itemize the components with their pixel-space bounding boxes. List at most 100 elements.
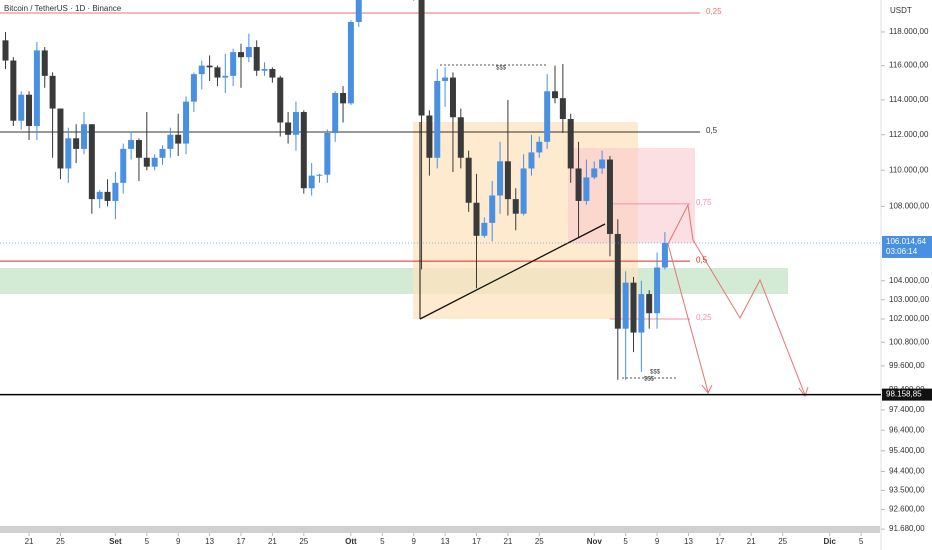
candle-body bbox=[661, 242, 668, 268]
candle-body bbox=[504, 161, 511, 200]
y-tick-label: 104.000,00 bbox=[889, 276, 930, 285]
candle-body bbox=[96, 191, 103, 200]
x-tick-label: 21 bbox=[268, 537, 277, 546]
candle-body bbox=[512, 199, 519, 214]
y-tick-label: 94.400,00 bbox=[889, 467, 925, 476]
candle-body bbox=[552, 91, 559, 99]
candle-body bbox=[159, 148, 166, 158]
x-tick-label: 25 bbox=[299, 537, 308, 546]
candle-body bbox=[245, 47, 252, 58]
candle-body bbox=[65, 138, 72, 169]
candle-body bbox=[324, 133, 331, 175]
candle-body bbox=[638, 294, 645, 333]
candle-body bbox=[481, 222, 488, 236]
candle-body bbox=[457, 117, 464, 158]
candle-body bbox=[285, 122, 292, 135]
candle-body bbox=[104, 191, 111, 201]
last-price-label: 106.014,64 bbox=[886, 237, 927, 246]
candle-body bbox=[112, 182, 119, 201]
arrow-head bbox=[798, 386, 809, 398]
annotation: $$$ bbox=[650, 370, 661, 376]
candle-body bbox=[135, 140, 142, 158]
y-tick-label: 114.000,00 bbox=[889, 95, 929, 104]
y-tick-label: 97.400,00 bbox=[889, 405, 925, 414]
y-tick-label: 95.400,00 bbox=[889, 446, 925, 455]
support-zone bbox=[0, 268, 788, 294]
candle-body bbox=[622, 282, 629, 329]
x-tick-label: 25 bbox=[778, 537, 787, 546]
candle-body bbox=[614, 233, 621, 329]
candle-body bbox=[497, 161, 504, 196]
y-tick-label: 93.500,00 bbox=[889, 486, 925, 495]
x-tick-label: Ott bbox=[345, 537, 357, 546]
y-tick-label: 118.000,00 bbox=[889, 27, 929, 36]
projection-arrow bbox=[667, 203, 806, 396]
y-tick-label: 92.600,00 bbox=[889, 505, 925, 514]
candle-body bbox=[599, 159, 606, 169]
candle-body bbox=[175, 134, 182, 144]
candle-body bbox=[434, 80, 441, 158]
y-tick-label: 91.680,00 bbox=[889, 524, 925, 533]
x-tick-label: 25 bbox=[56, 537, 65, 546]
x-tick-label: 9 bbox=[411, 537, 416, 546]
candle-body bbox=[528, 152, 535, 169]
x-tick-label: 17 bbox=[237, 537, 246, 546]
countdown: 03:06:14 bbox=[886, 247, 918, 256]
x-tick-label: Dic bbox=[824, 537, 837, 546]
candle-body bbox=[575, 168, 582, 201]
candle-body bbox=[222, 75, 229, 78]
x-tick-label: Set bbox=[109, 537, 122, 546]
candle-body bbox=[465, 157, 472, 203]
arrow-head bbox=[701, 384, 713, 394]
annotation: $$$ bbox=[644, 377, 655, 383]
x-tick-label: 9 bbox=[176, 537, 181, 546]
candle-body bbox=[536, 141, 543, 153]
candle-body bbox=[167, 134, 174, 149]
candle-body bbox=[198, 65, 205, 75]
x-tick-label: 25 bbox=[535, 537, 544, 546]
candle-body bbox=[10, 60, 17, 121]
candle-body bbox=[449, 77, 456, 118]
candle-body bbox=[442, 77, 449, 81]
x-tick-label: 5 bbox=[623, 537, 628, 546]
trend-line bbox=[419, 223, 606, 320]
candle-body bbox=[646, 294, 653, 314]
candle-body bbox=[151, 157, 158, 167]
y-tick-label: 108.000,00 bbox=[889, 202, 930, 211]
x-tick-label: 5 bbox=[859, 537, 864, 546]
candle-body bbox=[591, 168, 598, 178]
candle-body bbox=[418, 0, 425, 116]
y-tick-label: 110.000,00 bbox=[889, 165, 929, 174]
chart-title: Bitcoin / TetherUS · 1D · Binance bbox=[4, 4, 122, 13]
fib-label: 0,5 bbox=[706, 126, 718, 135]
candle-body bbox=[57, 108, 64, 169]
x-tick-label: 9 bbox=[655, 537, 660, 546]
fib-label: 0,75 bbox=[696, 198, 712, 207]
scrollbar[interactable] bbox=[0, 526, 880, 533]
candle-body bbox=[49, 75, 56, 109]
candle-body bbox=[559, 98, 566, 119]
candle-body bbox=[473, 202, 480, 236]
y-tick-label: 100.800,00 bbox=[889, 337, 930, 346]
x-tick-label: 13 bbox=[441, 537, 450, 546]
x-tick-label: 5 bbox=[380, 537, 385, 546]
candle-body bbox=[214, 67, 221, 78]
candle-body bbox=[18, 94, 25, 121]
x-tick-label: 5 bbox=[145, 537, 150, 546]
y-tick-label: 116.000,00 bbox=[889, 61, 929, 70]
candle-body bbox=[300, 112, 307, 189]
last-price-tag bbox=[882, 235, 932, 258]
x-tick-label: 17 bbox=[715, 537, 724, 546]
candle-body bbox=[120, 148, 127, 183]
y-tick-label: 102.000,00 bbox=[889, 314, 930, 323]
candle-body bbox=[80, 124, 87, 149]
y-tick-label: 103.000,00 bbox=[889, 295, 930, 304]
x-tick-label: Nov bbox=[587, 537, 603, 546]
candle-body bbox=[41, 50, 48, 76]
candle-body bbox=[143, 157, 150, 167]
fib-label: 0,25 bbox=[696, 313, 712, 322]
candle-body bbox=[355, 0, 362, 22]
candle-body bbox=[183, 101, 190, 144]
candle-body bbox=[630, 282, 637, 333]
